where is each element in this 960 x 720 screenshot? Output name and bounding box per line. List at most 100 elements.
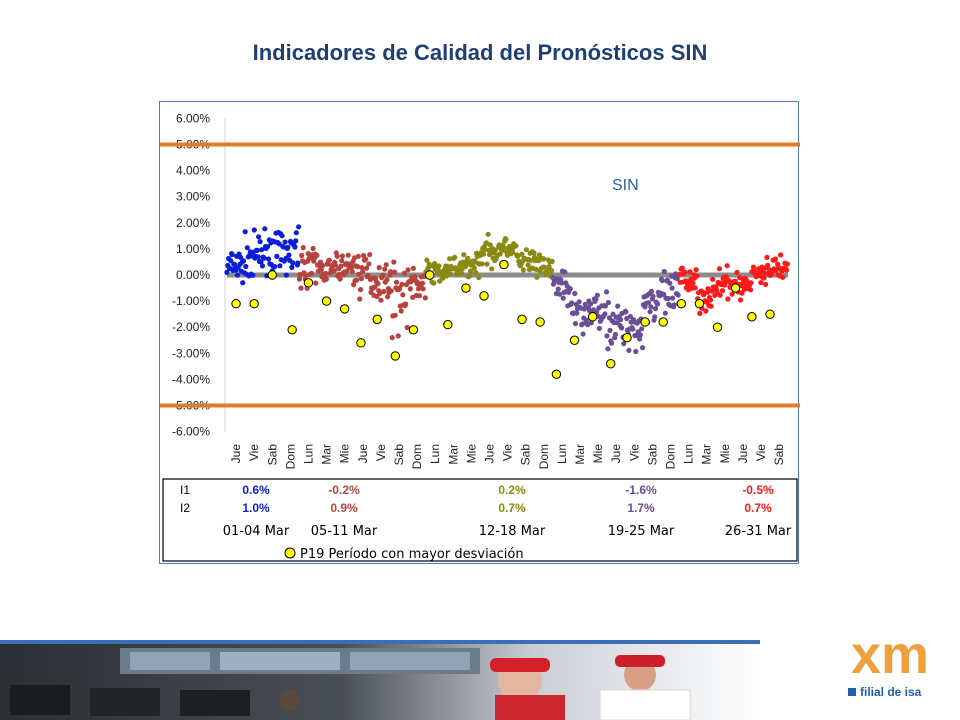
data-point	[282, 239, 288, 245]
data-point	[762, 270, 768, 276]
x-tick-label: Mar	[446, 444, 460, 465]
x-tick-label: Dom	[663, 444, 677, 469]
indicator-table: I1 0.6% -0.2% 0.2% -1.6% -0.5% I2 1.0% 0.9% 0.7% 1…	[162, 478, 798, 562]
y-tick-label: -3.00%	[172, 346, 210, 360]
max-deviation-marker	[356, 338, 366, 348]
data-point	[244, 245, 250, 251]
period-label: 01-04 Mar	[223, 524, 290, 539]
data-point	[476, 274, 482, 281]
data-point	[648, 288, 655, 294]
x-tick-label: Dom	[283, 444, 297, 469]
y-axis-labels: 6.00%5.00%4.00%3.00%2.00%1.00%0.00%-1.00…	[172, 111, 226, 439]
data-point	[257, 239, 263, 245]
data-point	[637, 332, 643, 338]
y-tick-label: -4.00%	[172, 372, 210, 386]
data-point	[224, 269, 230, 275]
data-point	[296, 224, 302, 230]
data-point	[298, 285, 304, 291]
data-point	[621, 341, 627, 347]
data-point	[484, 261, 490, 267]
data-point	[481, 251, 487, 257]
data-point	[465, 255, 471, 261]
max-deviation-marker	[622, 332, 632, 343]
data-point	[667, 280, 673, 286]
max-deviation-marker	[569, 335, 580, 345]
data-point	[784, 261, 790, 267]
data-point	[674, 276, 680, 282]
data-point	[299, 252, 305, 259]
data-point	[237, 254, 244, 260]
data-point	[420, 286, 426, 292]
data-point	[255, 254, 261, 260]
data-point	[297, 271, 303, 278]
y-tick-label: 4.00%	[176, 164, 210, 178]
data-point	[292, 244, 298, 250]
data-point	[290, 260, 296, 266]
data-point	[580, 331, 586, 337]
data-point	[701, 292, 707, 298]
data-point	[780, 274, 786, 280]
data-point	[447, 271, 453, 277]
data-point	[748, 280, 754, 286]
max-deviation-marker	[372, 314, 382, 325]
data-point	[349, 264, 355, 270]
data-point	[452, 254, 458, 260]
data-point	[605, 299, 611, 306]
data-point	[331, 268, 337, 274]
max-deviation-marker	[747, 312, 757, 322]
data-point	[541, 256, 547, 262]
data-point	[355, 264, 361, 270]
data-point	[399, 281, 405, 287]
data-point	[734, 269, 740, 276]
data-point	[572, 321, 579, 327]
data-point	[440, 275, 446, 281]
data-point	[367, 252, 373, 258]
data-point	[400, 292, 406, 298]
data-point	[364, 265, 370, 271]
max-deviation-marker	[287, 325, 297, 335]
data-point	[671, 302, 677, 308]
x-tick-label: Vie	[374, 444, 388, 461]
period-label: 26-31 Mar	[725, 524, 792, 539]
x-tick-label: Vie	[501, 444, 515, 461]
data-point	[707, 297, 714, 303]
page-title: Indicadores de Calidad del Pronósticos S…	[252, 40, 708, 65]
data-point	[619, 325, 625, 331]
data-point	[393, 279, 400, 285]
data-point	[272, 264, 278, 270]
y-tick-label: 2.00%	[176, 216, 210, 230]
data-point	[314, 252, 320, 258]
x-tick-label: Jue	[609, 444, 623, 464]
data-point	[372, 284, 378, 290]
data-point	[708, 303, 714, 309]
data-point	[546, 264, 552, 270]
data-point	[296, 276, 302, 282]
data-point	[285, 244, 291, 250]
max-deviation-marker	[303, 278, 314, 288]
indicator-row-label: I1	[180, 483, 190, 497]
x-tick-label: Dom	[537, 444, 551, 469]
data-point	[758, 280, 764, 286]
data-point	[523, 247, 529, 253]
data-point	[588, 301, 594, 307]
data-point	[378, 297, 384, 303]
max-deviation-marker	[694, 299, 705, 309]
x-tick-label: Lun	[682, 444, 696, 464]
max-deviation-marker	[551, 369, 562, 379]
data-point	[345, 252, 351, 258]
indicator-value: -0.2%	[328, 483, 360, 497]
data-point	[669, 285, 675, 291]
data-point	[366, 261, 372, 267]
data-points	[224, 224, 790, 355]
data-point	[763, 281, 769, 287]
indicator-value: 0.7%	[498, 501, 526, 515]
data-point	[557, 291, 563, 297]
data-point	[637, 336, 643, 342]
data-point	[705, 286, 711, 292]
data-point	[618, 317, 624, 323]
data-point	[690, 280, 696, 286]
data-point	[363, 256, 369, 262]
data-point	[549, 258, 555, 264]
data-point	[258, 259, 264, 265]
max-deviation-marker	[321, 296, 332, 306]
